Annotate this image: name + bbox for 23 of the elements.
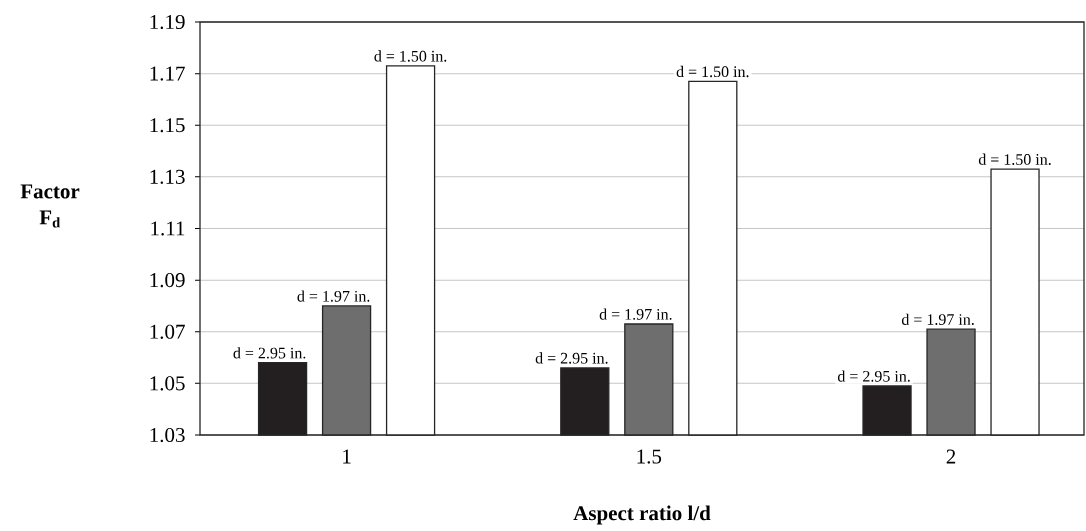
y-tick-label: 1.07 <box>150 324 185 339</box>
text: d = 2.95 in. <box>233 347 306 359</box>
text: d = 1.97 in. <box>599 308 672 320</box>
y-tick-label: 1.13 <box>150 169 185 184</box>
series-label: d = 1.97 in. <box>297 290 370 302</box>
x-tick-label: 2 <box>946 449 956 464</box>
series-label: d = 2.95 in. <box>837 370 910 382</box>
y-tick-label: 1.09 <box>150 273 185 288</box>
text: d = 1.97 in. <box>901 313 974 325</box>
text: d = 2.95 in. <box>535 352 608 364</box>
y-axis-title: Factor F$_{d}$ <box>20 184 80 228</box>
y-tick-label: 1.03 <box>150 427 185 443</box>
y-tick-label: 1.11 <box>151 221 185 236</box>
y-tick-label: 1.17 <box>150 66 185 81</box>
y-tick-label: 1.05 <box>150 376 185 391</box>
series-label: d = 1.50 in. <box>374 50 447 62</box>
x-tick-label: 1 <box>343 449 351 464</box>
x-tick-label: 1.5 <box>637 449 662 464</box>
text: d = 1.50 in. <box>676 65 749 78</box>
x-axis-title: Aspect ratio l/d <box>573 505 711 525</box>
text: d = 1.50 in. <box>978 153 1051 165</box>
y-tick-label: 1.15 <box>150 118 185 133</box>
y-tick-label: 1.19 <box>150 14 185 30</box>
